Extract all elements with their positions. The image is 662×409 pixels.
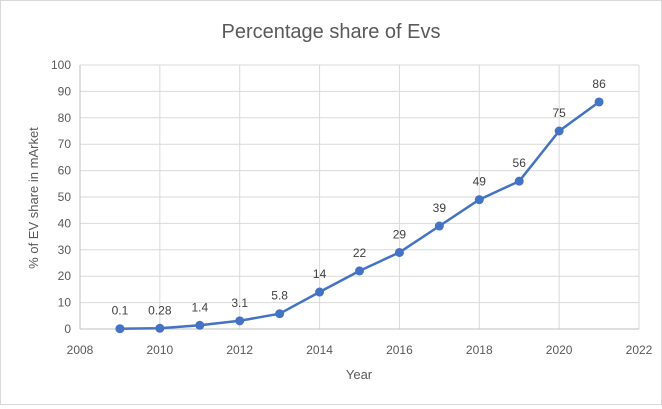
y-tick-label: 90: [58, 84, 72, 98]
x-tick-label: 2014: [306, 343, 333, 357]
data-point: [195, 320, 205, 330]
y-tick-label: 60: [58, 164, 72, 178]
grid-lines: [80, 64, 640, 329]
y-tick-label: 0: [64, 322, 71, 336]
data-point: [474, 195, 484, 205]
y-tick-label: 50: [58, 190, 72, 204]
data-label: 22: [353, 246, 367, 260]
x-tick-label: 2012: [226, 343, 253, 357]
y-tick-label: 80: [58, 111, 72, 125]
data-label: 75: [552, 106, 566, 120]
data-point: [355, 266, 364, 276]
x-tick-label: 2020: [546, 343, 573, 357]
data-point: [115, 324, 125, 334]
series-line-group: [119, 100, 600, 330]
y-axis-title: % of EV share in mArket: [26, 127, 41, 269]
x-tick-label: 2022: [626, 343, 653, 357]
data-point: [155, 323, 165, 333]
data-label: 39: [433, 201, 447, 215]
data-point: [394, 247, 404, 257]
x-tick-label: 2008: [67, 343, 94, 357]
data-label: 3.1: [231, 296, 248, 310]
data-point: [235, 316, 245, 326]
data-label: 5.8: [271, 289, 288, 303]
y-tick-label: 70: [58, 137, 72, 151]
data-point: [434, 221, 444, 231]
data-label: 14: [313, 267, 327, 281]
data-label: 49: [473, 175, 487, 189]
data-labels: 0.1 0.28 1.4 3.1 5.8 14 22 29 39 49 56 75 86: [112, 77, 606, 318]
data-point: [594, 97, 604, 107]
y-tick-label: 30: [58, 243, 72, 257]
x-tick-label: 2010: [147, 343, 174, 357]
data-label: 86: [592, 77, 606, 91]
chart-title: Percentage share of Evs: [221, 21, 440, 43]
y-tick-label: 100: [51, 58, 71, 72]
data-label: 56: [513, 156, 527, 170]
tick-labels: 0 10 20 30 40 50 60 70 80 90 100 2008 2010 2012 2014 20…: [51, 58, 653, 357]
data-points: [115, 97, 604, 334]
data-point: [275, 309, 285, 319]
x-tick-label: 2018: [466, 343, 493, 357]
data-point: [514, 176, 524, 186]
x-axis-title: Year: [346, 367, 373, 382]
data-label: 0.1: [112, 304, 129, 318]
y-tick-label: 20: [58, 269, 72, 283]
axis: [79, 65, 639, 330]
series-line: [119, 100, 600, 330]
data-label: 1.4: [191, 300, 208, 314]
data-point: [554, 126, 564, 136]
data-label: 0.28: [148, 303, 172, 317]
data-label: 29: [393, 227, 407, 241]
x-tick-label: 2016: [386, 343, 413, 357]
data-point: [315, 287, 325, 297]
y-tick-label: 40: [58, 216, 72, 230]
y-tick-label: 10: [58, 296, 72, 310]
